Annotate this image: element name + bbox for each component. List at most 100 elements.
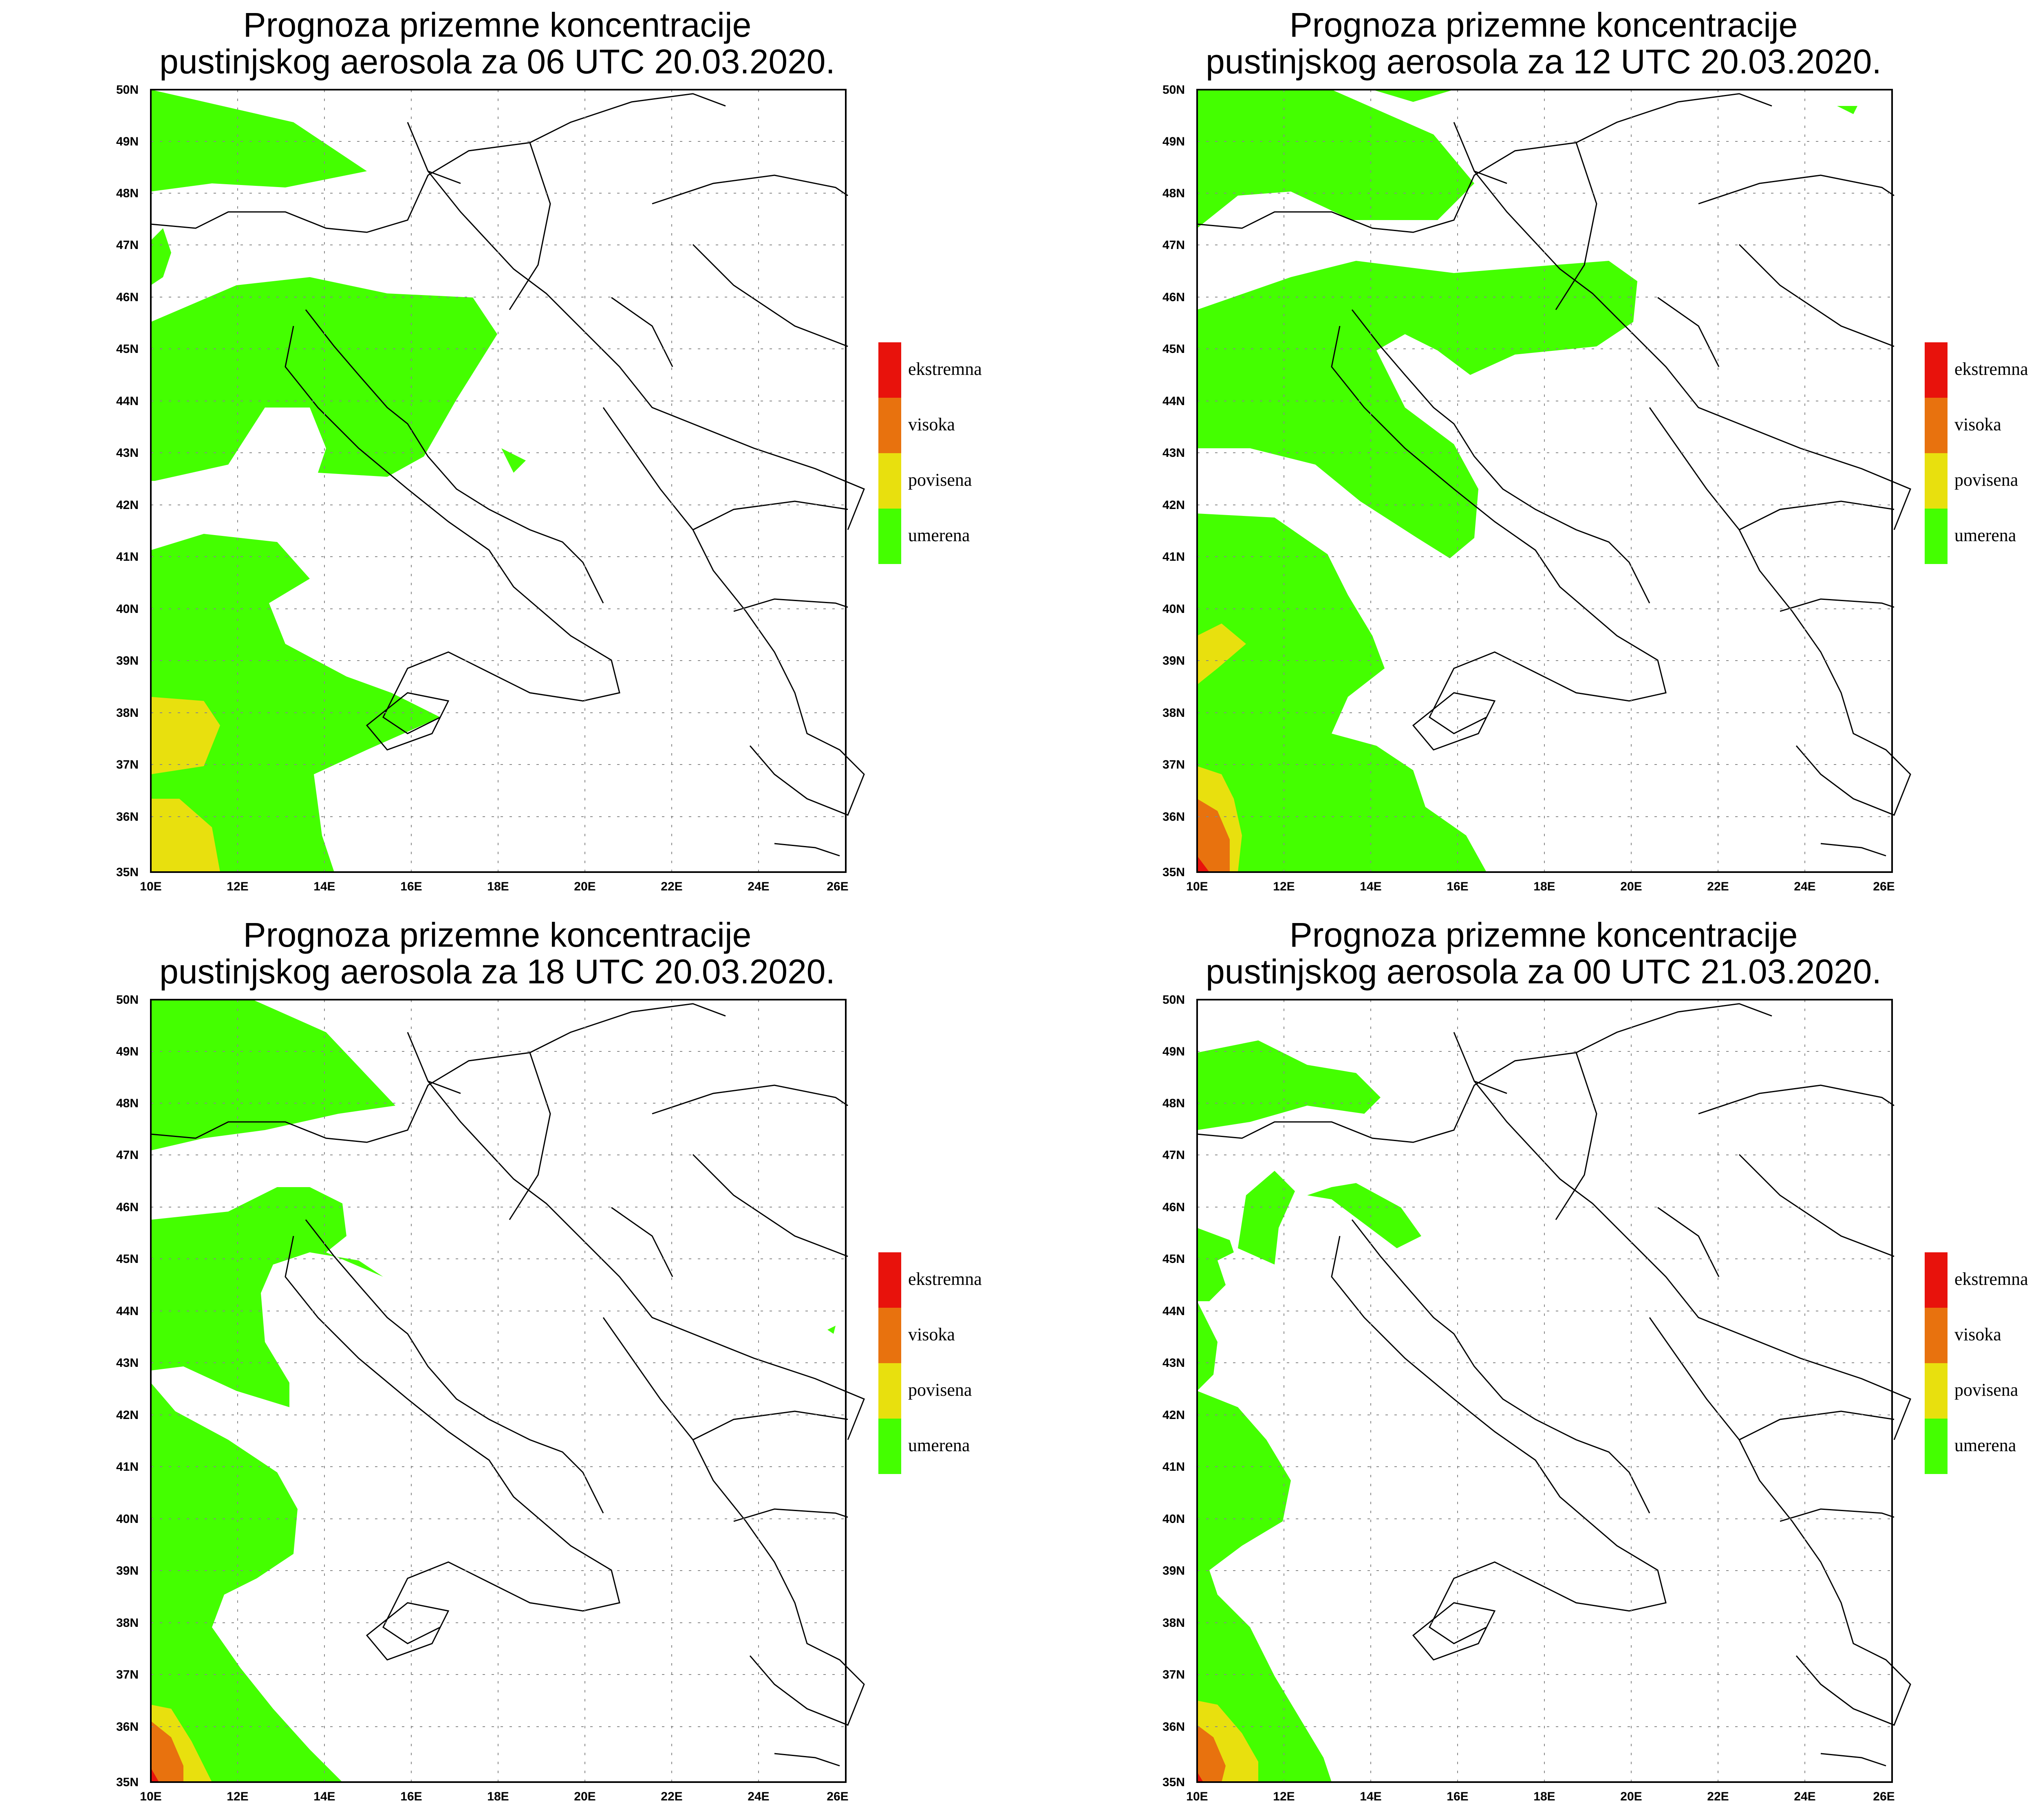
lon-label: 24E: [748, 1790, 769, 1803]
lat-label: 41N: [116, 550, 139, 564]
lon-label: 12E: [227, 880, 248, 893]
lat-label: 40N: [116, 1512, 139, 1526]
lat-label: 42N: [116, 498, 139, 512]
lon-label: 24E: [1794, 880, 1815, 893]
lat-label: 49N: [1162, 135, 1185, 148]
legend-swatch-umerena: [1925, 1419, 1948, 1474]
lat-label: 37N: [116, 758, 139, 771]
coastlines-and-borders: [1197, 93, 1911, 857]
lon-label: 20E: [574, 880, 596, 893]
lat-label: 45N: [1162, 342, 1185, 356]
lon-label: 20E: [1620, 1790, 1642, 1803]
panel-title-line2: pustinjskog aerosola za 18 UTC 20.03.202…: [159, 952, 835, 991]
panel-title-line2: pustinjskog aerosola za 12 UTC 20.03.202…: [1206, 42, 1881, 81]
lat-label: 46N: [116, 291, 139, 304]
lat-label: 41N: [116, 1460, 139, 1474]
lat-label: 46N: [1162, 1201, 1185, 1214]
lon-label: 14E: [313, 1790, 335, 1803]
lat-axis-labels: 50N 49N 48N 47N 46N 45N 44N 43N 42N 41N …: [1162, 993, 1185, 1789]
forecast-map-18utc: Prognoza prizemne koncentracije pustinjs…: [116, 916, 982, 1803]
lat-label: 35N: [116, 1776, 139, 1789]
lon-label: 24E: [1794, 1790, 1815, 1803]
forecast-panel-18utc: Prognoza prizemne koncentracije pustinjs…: [0, 910, 1043, 1820]
lat-label: 44N: [1162, 394, 1185, 408]
lat-label: 50N: [1162, 993, 1185, 1007]
lon-label: 26E: [1873, 880, 1895, 893]
lat-label: 44N: [1162, 1304, 1185, 1318]
lon-axis-labels: 10E 12E 14E 16E 18E 20E 22E 24E 26E: [140, 1790, 848, 1803]
lon-axis-labels: 10E 12E 14E 16E 18E 20E 22E 24E 26E: [1186, 880, 1895, 893]
panel-title-line1: Prognoza prizemne koncentracije: [243, 6, 752, 44]
lat-label: 35N: [1162, 866, 1185, 879]
graticule: [1197, 1000, 1892, 1782]
legend-label-visoka: visoka: [908, 414, 955, 434]
lon-label: 10E: [140, 880, 161, 893]
lat-label: 40N: [1162, 602, 1185, 616]
lon-label: 10E: [1186, 880, 1208, 893]
legend-label-ekstremna: ekstremna: [1954, 1269, 2028, 1289]
legend-swatch-umerena: [878, 1419, 901, 1474]
legend-swatch-visoka: [878, 1308, 901, 1363]
legend: ekstremna visoka povisena umerena: [1925, 342, 2028, 564]
legend-label-umerena: umerena: [908, 1435, 970, 1455]
map-border: [1196, 89, 1893, 873]
legend-swatch-ekstremna: [878, 1252, 901, 1308]
legend-swatch-ekstremna: [1925, 342, 1948, 398]
lat-label: 36N: [1162, 810, 1185, 824]
dust-plume-layer: [1197, 90, 1857, 872]
coastlines-and-borders: [150, 93, 865, 857]
lat-label: 35N: [1162, 1776, 1185, 1789]
lon-label: 24E: [748, 880, 769, 893]
legend: ekstremna visoka povisena umerena: [878, 1252, 982, 1474]
lat-label: 50N: [1162, 83, 1185, 97]
lat-label: 38N: [116, 1616, 139, 1630]
legend-label-umerena: umerena: [908, 525, 970, 545]
lon-label: 18E: [1533, 1790, 1555, 1803]
lon-label: 14E: [1360, 1790, 1381, 1803]
lat-label: 36N: [116, 1720, 139, 1734]
lat-label: 36N: [1162, 1720, 1185, 1734]
lat-label: 49N: [1162, 1045, 1185, 1058]
panel-title-line1: Prognoza prizemne koncentracije: [243, 916, 752, 954]
lat-label: 47N: [1162, 238, 1185, 252]
panel-title-line2: pustinjskog aerosola za 00 UTC 21.03.202…: [1206, 952, 1881, 991]
legend-label-povisena: povisena: [908, 1380, 972, 1400]
lat-label: 46N: [1162, 291, 1185, 304]
map-border: [1196, 999, 1893, 1783]
lat-label: 36N: [116, 810, 139, 824]
lat-label: 48N: [116, 187, 139, 200]
map-frame: 50N 49N 48N 47N 46N 45N 44N 43N 42N 41N …: [116, 83, 865, 893]
legend-swatch-povisena: [1925, 1363, 1948, 1419]
coastlines-and-borders: [150, 1003, 865, 1767]
panel-title-line1: Prognoza prizemne koncentracije: [1290, 916, 1798, 954]
lat-label: 48N: [1162, 187, 1185, 200]
lat-label: 42N: [116, 1408, 139, 1422]
forecast-map-12utc: Prognoza prizemne koncentracije pustinjs…: [1162, 6, 2028, 893]
lon-label: 14E: [1360, 880, 1381, 893]
lon-label: 18E: [1533, 880, 1555, 893]
lat-label: 48N: [1162, 1097, 1185, 1110]
lat-label: 45N: [116, 1252, 139, 1266]
dust-plume-layer: [151, 1000, 836, 1782]
legend-label-umerena: umerena: [1954, 1435, 2016, 1455]
forecast-map-00utc: Prognoza prizemne koncentracije pustinjs…: [1162, 916, 2028, 1803]
lat-label: 47N: [116, 1148, 139, 1162]
lon-label: 26E: [1873, 1790, 1895, 1803]
lat-label: 44N: [116, 1304, 139, 1318]
lat-label: 43N: [116, 1356, 139, 1370]
lon-label: 22E: [661, 880, 682, 893]
legend-swatch-ekstremna: [1925, 1252, 1948, 1308]
lat-label: 39N: [1162, 1564, 1185, 1578]
lat-label: 35N: [116, 866, 139, 879]
lat-axis-labels: 50N 49N 48N 47N 46N 45N 44N 43N 42N 41N …: [1162, 83, 1185, 879]
lon-label: 26E: [827, 880, 848, 893]
lat-label: 49N: [116, 135, 139, 148]
lat-label: 37N: [1162, 1668, 1185, 1681]
legend-label-ekstremna: ekstremna: [908, 359, 982, 379]
lat-label: 44N: [116, 394, 139, 408]
lat-label: 40N: [116, 602, 139, 616]
legend-swatch-povisena: [878, 453, 901, 509]
lat-label: 42N: [1162, 1408, 1185, 1422]
lon-label: 22E: [661, 1790, 682, 1803]
lat-label: 39N: [116, 654, 139, 668]
